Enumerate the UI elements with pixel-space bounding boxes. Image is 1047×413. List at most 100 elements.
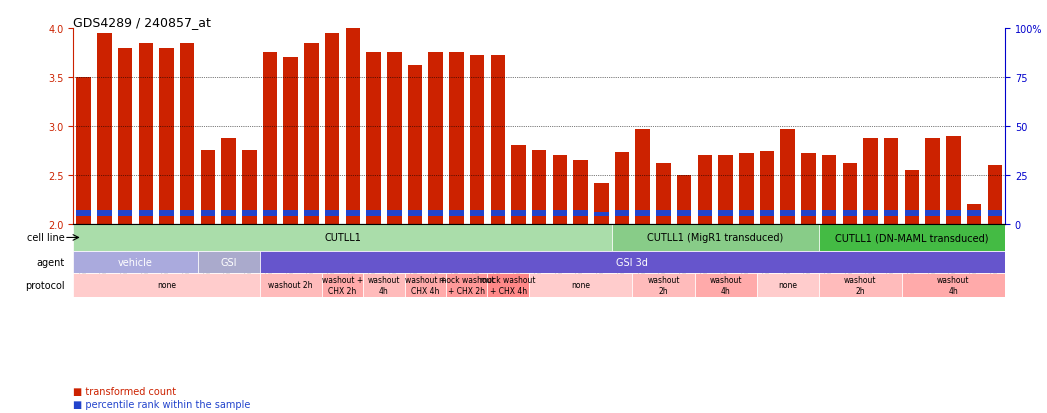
Text: cell line: cell line bbox=[27, 233, 65, 243]
Bar bbox=[511, 211, 526, 216]
Text: washout
4h: washout 4h bbox=[937, 275, 970, 295]
Text: vehicle: vehicle bbox=[118, 257, 153, 267]
Bar bbox=[76, 211, 91, 216]
Bar bbox=[718, 156, 733, 224]
Text: CUTLL1 (DN-MAML transduced): CUTLL1 (DN-MAML transduced) bbox=[836, 233, 988, 243]
Bar bbox=[946, 211, 960, 216]
Bar bbox=[656, 164, 671, 224]
Bar bbox=[488, 273, 529, 297]
Bar bbox=[449, 211, 464, 216]
Bar bbox=[428, 53, 443, 224]
Bar bbox=[180, 43, 195, 224]
Bar bbox=[843, 211, 857, 216]
Text: ■ percentile rank within the sample: ■ percentile rank within the sample bbox=[73, 399, 250, 409]
Bar bbox=[905, 171, 919, 224]
Bar bbox=[201, 211, 215, 216]
Bar bbox=[511, 146, 526, 224]
Text: none: none bbox=[778, 281, 797, 290]
Text: washout 2h: washout 2h bbox=[268, 281, 313, 290]
Bar bbox=[76, 78, 91, 224]
Text: none: none bbox=[571, 281, 591, 290]
Bar bbox=[387, 211, 401, 216]
Bar bbox=[884, 211, 898, 216]
Bar bbox=[615, 153, 629, 224]
Bar bbox=[966, 204, 981, 224]
Bar bbox=[346, 29, 360, 224]
Bar bbox=[757, 273, 819, 297]
Text: washout
4h: washout 4h bbox=[367, 275, 400, 295]
Bar bbox=[801, 154, 816, 224]
Bar bbox=[404, 273, 446, 297]
Text: none: none bbox=[157, 281, 176, 290]
Bar bbox=[159, 48, 174, 224]
Bar bbox=[697, 211, 712, 216]
Bar bbox=[407, 211, 422, 216]
Text: washout +
CHX 2h: washout + CHX 2h bbox=[321, 275, 363, 295]
Bar bbox=[201, 151, 215, 224]
Bar bbox=[780, 129, 795, 224]
Bar bbox=[325, 34, 339, 224]
Bar bbox=[532, 211, 547, 216]
Bar bbox=[636, 211, 650, 216]
Text: agent: agent bbox=[37, 257, 65, 267]
Bar bbox=[656, 211, 671, 216]
Bar bbox=[263, 53, 277, 224]
Bar bbox=[242, 151, 257, 224]
Bar bbox=[118, 211, 132, 216]
Text: mock washout
+ CHX 4h: mock washout + CHX 4h bbox=[481, 275, 536, 295]
Text: GDS4289 / 240857_at: GDS4289 / 240857_at bbox=[73, 16, 211, 29]
Bar bbox=[677, 211, 691, 216]
Bar bbox=[260, 273, 321, 297]
Bar bbox=[366, 211, 381, 216]
Bar bbox=[242, 211, 257, 216]
Text: protocol: protocol bbox=[25, 280, 65, 290]
Bar bbox=[363, 273, 404, 297]
Bar bbox=[780, 211, 795, 216]
Bar bbox=[987, 166, 1002, 224]
Text: washout
2h: washout 2h bbox=[844, 275, 876, 295]
Bar bbox=[801, 211, 816, 216]
Bar bbox=[760, 152, 774, 224]
Bar bbox=[138, 211, 153, 216]
Bar bbox=[611, 224, 819, 252]
Bar bbox=[73, 273, 260, 297]
Bar bbox=[428, 211, 443, 216]
Bar bbox=[491, 56, 505, 224]
Bar bbox=[532, 151, 547, 224]
Bar bbox=[822, 156, 837, 224]
Bar bbox=[305, 211, 318, 216]
Text: GSI: GSI bbox=[220, 257, 237, 267]
Bar bbox=[97, 34, 112, 224]
Bar bbox=[632, 273, 694, 297]
Bar bbox=[718, 211, 733, 216]
Bar bbox=[97, 211, 112, 216]
Text: washout +
CHX 4h: washout + CHX 4h bbox=[405, 275, 446, 295]
Bar bbox=[926, 138, 940, 224]
Bar bbox=[260, 252, 1005, 273]
Bar bbox=[470, 56, 485, 224]
Bar bbox=[677, 176, 691, 224]
Bar bbox=[966, 211, 981, 216]
Bar bbox=[884, 138, 898, 224]
Bar bbox=[594, 183, 608, 224]
Bar bbox=[615, 211, 629, 216]
Bar bbox=[636, 129, 650, 224]
Bar bbox=[694, 273, 757, 297]
Bar bbox=[901, 273, 1005, 297]
Bar bbox=[198, 252, 260, 273]
Bar bbox=[321, 273, 363, 297]
Bar bbox=[946, 136, 960, 224]
Bar bbox=[73, 252, 198, 273]
Bar bbox=[284, 58, 298, 224]
Bar bbox=[553, 211, 567, 216]
Text: washout
4h: washout 4h bbox=[709, 275, 742, 295]
Bar bbox=[346, 211, 360, 216]
Bar bbox=[574, 211, 587, 216]
Bar bbox=[325, 211, 339, 216]
Bar bbox=[180, 211, 195, 216]
Bar bbox=[697, 156, 712, 224]
Bar bbox=[73, 224, 611, 252]
Bar bbox=[159, 211, 174, 216]
Text: GSI 3d: GSI 3d bbox=[617, 257, 648, 267]
Bar bbox=[574, 161, 587, 224]
